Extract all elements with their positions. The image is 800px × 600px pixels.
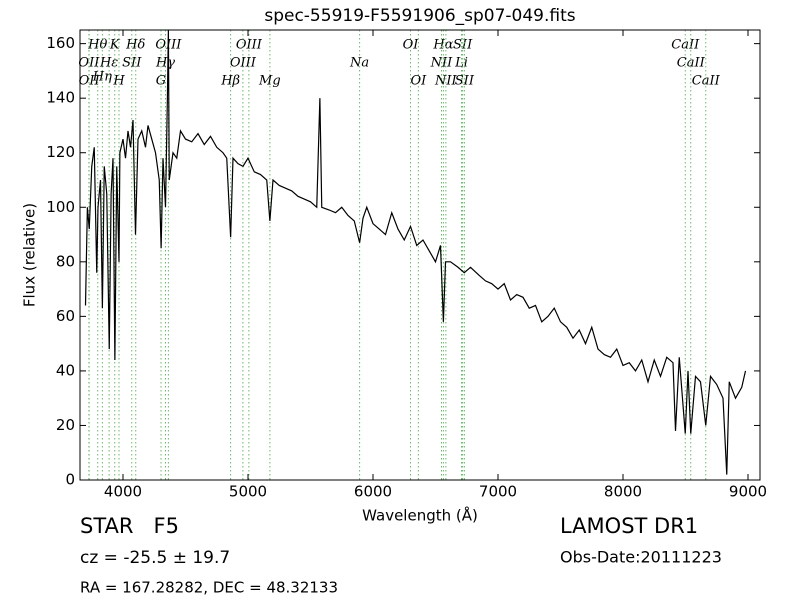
x-tick-label: 6000 [354,483,392,501]
coordinates: RA = 167.28282, DEC = 48.32133 [80,579,338,597]
line-marker-label: Hγ [155,56,175,71]
x-tick-label: 7000 [479,483,517,501]
line-marker-label: SII [122,56,142,71]
line-marker-label: Hβ [220,74,240,89]
y-tick-label: 80 [56,252,75,270]
y-tick-label: 160 [46,34,75,52]
y-tick-label: 40 [56,361,75,379]
obs-date: Obs-Date:20111223 [560,548,722,567]
line-marker-label: H [112,74,125,89]
y-tick-label: 20 [56,416,75,434]
line-marker-label: Hε [99,56,118,71]
chart-title: spec-55919-F5591906_sp07-049.fits [264,6,575,26]
line-marker-label: CaII [692,74,721,89]
line-marker-label: CaII [677,56,706,71]
line-marker-label: NII [430,56,454,71]
object-class: STAR F5 [80,514,179,538]
line-marker-label: OIII [236,38,263,53]
y-tick-label: 100 [46,198,75,216]
y-tick-label: 0 [65,471,75,489]
line-marker-label: Li [454,56,468,71]
plot-frame [79,29,761,481]
line-marker-label: OI [403,38,420,53]
spectrum [84,29,747,475]
line-marker-label: G [156,74,166,89]
line-marker-label: K [109,38,121,53]
line-marker-label: OII [79,74,101,89]
redshift: cz = -25.5 ± 19.7 [80,548,230,568]
line-marker-label: SII [455,74,475,89]
line-marker-label: Hδ [125,38,145,53]
line-marker-label: Na [349,56,369,71]
x-tick-label: 9000 [729,483,767,501]
x-tick-label: 8000 [604,483,642,501]
line-marker-label: Hα [432,38,453,53]
line-marker-label: CaII [671,38,700,53]
x-tick-label: 4000 [104,483,142,501]
line-marker-label: OI [410,74,427,89]
y-tick-label: 140 [46,89,75,107]
line-marker-label: NII [434,74,458,89]
x-axis-label: Wavelength (Å) [362,506,478,525]
survey: LAMOST DR1 [560,514,698,538]
y-axis-label: Flux (relative) [21,203,39,307]
line-marker-label: Hη [92,70,112,85]
line-marker-label: SII [453,38,473,53]
y-tick-label: 60 [56,307,75,325]
line-marker-label: Mg [258,74,281,89]
x-tick-label: 5000 [229,483,267,501]
line-marker-label: OIII [230,56,257,71]
line-marker-label: Hθ [87,38,107,53]
y-tick-label: 120 [46,143,75,161]
